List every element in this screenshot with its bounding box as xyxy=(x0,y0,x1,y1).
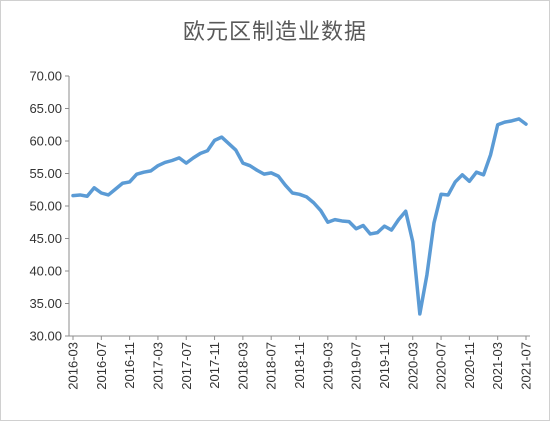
axes xyxy=(68,76,530,337)
data-point xyxy=(362,224,365,227)
x-tick-label: 2019-11 xyxy=(377,342,392,389)
data-point xyxy=(305,195,308,199)
x-tick-label: 2017-07 xyxy=(179,342,194,390)
data-point xyxy=(510,119,514,123)
x-tick-label: 2021-07 xyxy=(519,342,534,390)
data-point xyxy=(312,201,315,204)
data-point xyxy=(454,180,457,184)
data-point xyxy=(369,232,372,236)
data-point xyxy=(85,195,89,198)
y-tick-label: 45.00 xyxy=(29,231,62,246)
data-point xyxy=(347,220,351,223)
x-tick-label: 2019-07 xyxy=(349,342,364,390)
data-point xyxy=(277,174,280,178)
data-point xyxy=(241,161,245,165)
data-point xyxy=(255,169,259,172)
data-point xyxy=(227,142,230,145)
data-point xyxy=(71,194,75,197)
data-point xyxy=(142,171,145,174)
x-tick-label: 2020-03 xyxy=(405,342,420,390)
data-point xyxy=(100,191,103,195)
data-point xyxy=(468,180,471,183)
data-point xyxy=(461,173,464,176)
data-point xyxy=(163,161,167,164)
data-point xyxy=(284,184,287,187)
y-tick-label: 30.00 xyxy=(29,329,62,344)
data-point xyxy=(114,187,117,191)
data-point xyxy=(156,164,160,167)
x-tick-label: 2016-07 xyxy=(94,342,109,390)
data-point xyxy=(149,169,153,173)
data-point xyxy=(206,149,209,152)
x-tick-label: 2018-03 xyxy=(235,342,250,390)
x-tick-label: 2016-11 xyxy=(122,342,137,389)
data-point xyxy=(503,120,506,124)
series-line xyxy=(71,117,528,316)
data-point xyxy=(177,156,181,160)
data-point xyxy=(411,240,414,243)
data-point xyxy=(489,153,492,156)
data-point xyxy=(107,193,110,197)
data-point xyxy=(432,221,436,225)
y-tick-label: 60.00 xyxy=(29,134,62,149)
data-point xyxy=(439,193,443,196)
data-point xyxy=(199,152,202,155)
y-tick-label: 55.00 xyxy=(29,166,62,181)
y-tick-label: 50.00 xyxy=(29,199,62,214)
x-tick-label: 2020-07 xyxy=(434,342,449,390)
plot-area xyxy=(71,117,528,316)
data-point xyxy=(397,218,400,221)
x-tick-label: 2019-03 xyxy=(320,342,335,390)
data-point xyxy=(425,273,429,277)
data-point xyxy=(78,193,82,197)
data-point xyxy=(496,123,499,126)
y-tick-label: 35.00 xyxy=(29,296,62,311)
data-point xyxy=(262,172,266,176)
y-tick-label: 40.00 xyxy=(29,264,62,279)
x-tick-label: 2020-11 xyxy=(462,342,477,389)
x-axis-ticks: 2016-03 2016-07 2016-11 2017-03 2017-07 2017-… xyxy=(66,336,534,390)
x-tick-label: 2018-11 xyxy=(292,342,307,389)
data-point xyxy=(517,117,521,121)
data-point xyxy=(524,122,528,126)
x-tick-label: 2017-03 xyxy=(150,342,165,390)
x-tick-label: 2017-11 xyxy=(207,342,222,389)
data-point xyxy=(376,231,379,234)
data-point xyxy=(482,173,485,176)
data-point xyxy=(333,218,337,221)
y-tick-label: 65.00 xyxy=(29,101,62,116)
data-point xyxy=(170,159,174,162)
data-point xyxy=(213,139,216,142)
data-point xyxy=(248,164,252,167)
data-point xyxy=(269,171,273,175)
y-tick-label: 70.00 xyxy=(29,69,62,84)
data-point xyxy=(128,180,131,184)
chart-title: 欧元区制造业数据 xyxy=(182,20,367,45)
data-point xyxy=(192,156,195,160)
data-point xyxy=(220,135,223,139)
data-point xyxy=(291,191,294,195)
data-point xyxy=(354,227,358,230)
data-point xyxy=(383,224,386,228)
x-tick-label: 2018-07 xyxy=(264,342,279,390)
data-point xyxy=(404,210,407,213)
data-point xyxy=(121,182,124,185)
data-point xyxy=(93,186,96,189)
x-tick-label: 2016-03 xyxy=(66,342,81,390)
data-point xyxy=(340,219,344,223)
y-axis-ticks: 30.00 35.00 40.00 45.00 50.00 55.00 60.00 65.00… xyxy=(29,69,69,344)
data-point xyxy=(475,171,478,174)
data-point xyxy=(185,161,188,165)
x-tick-label: 2021-03 xyxy=(490,342,505,390)
data-point xyxy=(390,228,393,232)
data-point xyxy=(446,193,450,197)
data-point xyxy=(319,209,322,212)
data-point xyxy=(298,193,301,196)
data-point xyxy=(135,172,138,176)
data-point xyxy=(326,221,330,224)
data-point xyxy=(234,148,237,152)
data-point xyxy=(418,312,422,316)
